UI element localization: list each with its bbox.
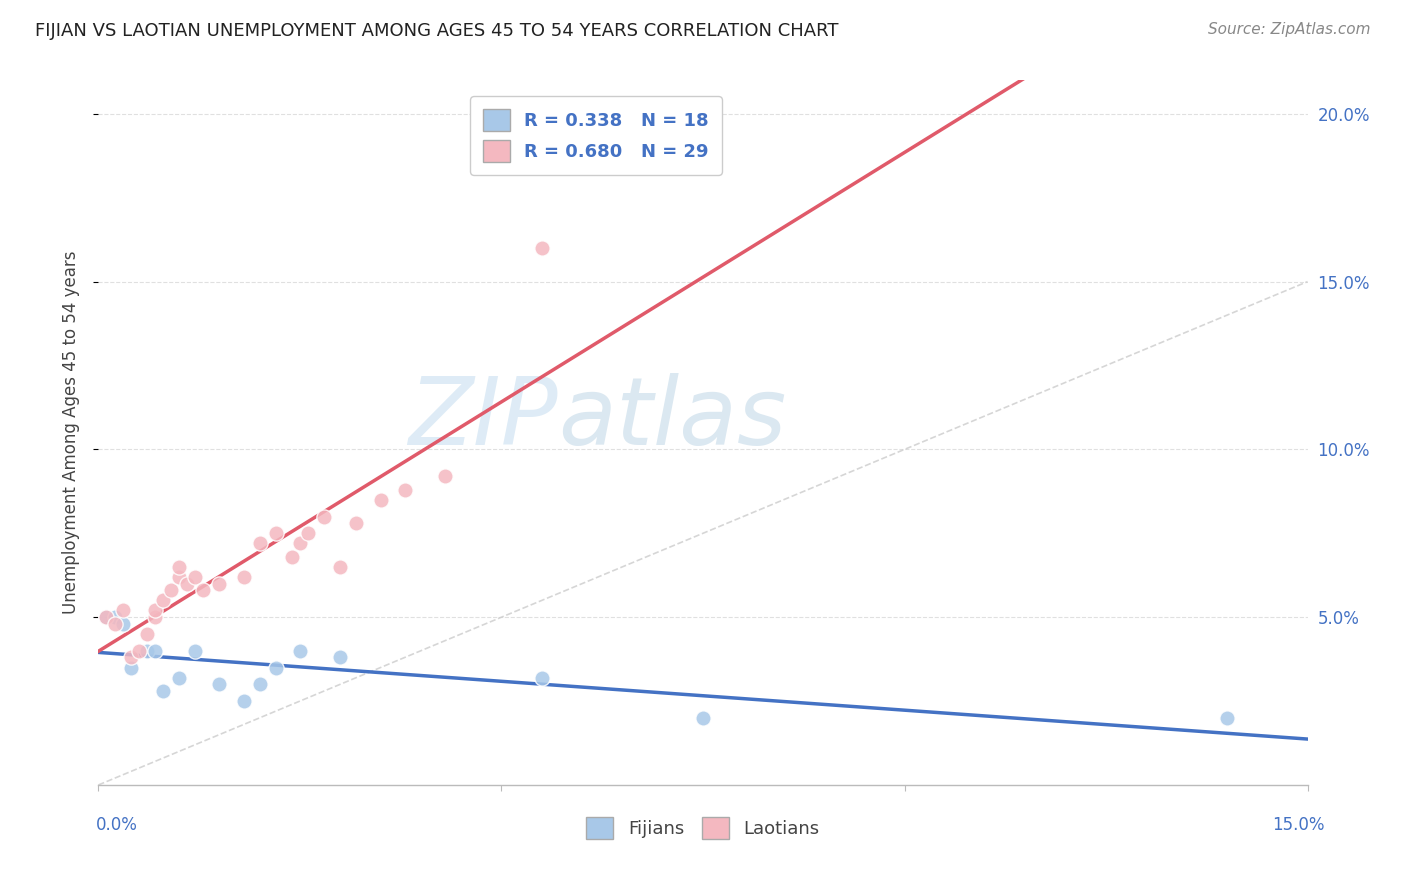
Point (103, 616, 125, 631)
Point (530, 241, 553, 255)
Point (120, 650, 142, 665)
Point (184, 570, 207, 584)
Point (176, 576, 198, 591)
Point (249, 536, 271, 550)
Point (143, 644, 166, 658)
Point (152, 593, 174, 607)
Point (167, 559, 190, 574)
Point (249, 677, 271, 691)
Point (111, 616, 134, 631)
Point (120, 660, 142, 674)
Point (288, 644, 311, 658)
Text: Source: ZipAtlas.com: Source: ZipAtlas.com (1208, 22, 1371, 37)
Point (135, 644, 157, 658)
Text: FIJIAN VS LAOTIAN UNEMPLOYMENT AMONG AGES 45 TO 54 YEARS CORRELATION CHART: FIJIAN VS LAOTIAN UNEMPLOYMENT AMONG AGE… (35, 22, 838, 40)
Point (128, 644, 150, 658)
Point (184, 644, 207, 658)
Point (96, 610, 118, 624)
Point (329, 559, 352, 574)
Point (167, 671, 190, 685)
Point (152, 684, 174, 698)
Point (692, 711, 714, 725)
Point (281, 549, 304, 564)
Point (103, 610, 125, 624)
Point (394, 483, 416, 497)
Point (232, 570, 254, 584)
Point (160, 583, 183, 598)
Point (530, 671, 553, 685)
Text: atlas: atlas (558, 373, 786, 464)
Point (434, 469, 457, 483)
Point (1216, 711, 1239, 725)
Point (297, 526, 319, 541)
Point (264, 526, 287, 541)
Point (314, 509, 336, 524)
Text: 15.0%: 15.0% (1272, 816, 1324, 834)
Point (370, 492, 392, 507)
Point (193, 583, 215, 598)
Point (329, 650, 352, 665)
Point (264, 660, 287, 674)
Point (344, 516, 367, 531)
Y-axis label: Unemployment Among Ages 45 to 54 years: Unemployment Among Ages 45 to 54 years (62, 251, 80, 615)
Point (111, 603, 134, 617)
Point (143, 603, 166, 617)
Legend: Fijians, Laotians: Fijians, Laotians (579, 810, 827, 847)
Point (96, 610, 118, 624)
Text: 0.0%: 0.0% (96, 816, 138, 834)
Point (288, 536, 311, 550)
Point (143, 610, 166, 624)
Point (208, 677, 231, 691)
Text: ZIP: ZIP (408, 373, 558, 464)
Point (208, 576, 231, 591)
Point (135, 627, 157, 641)
Point (232, 694, 254, 708)
Point (167, 570, 190, 584)
